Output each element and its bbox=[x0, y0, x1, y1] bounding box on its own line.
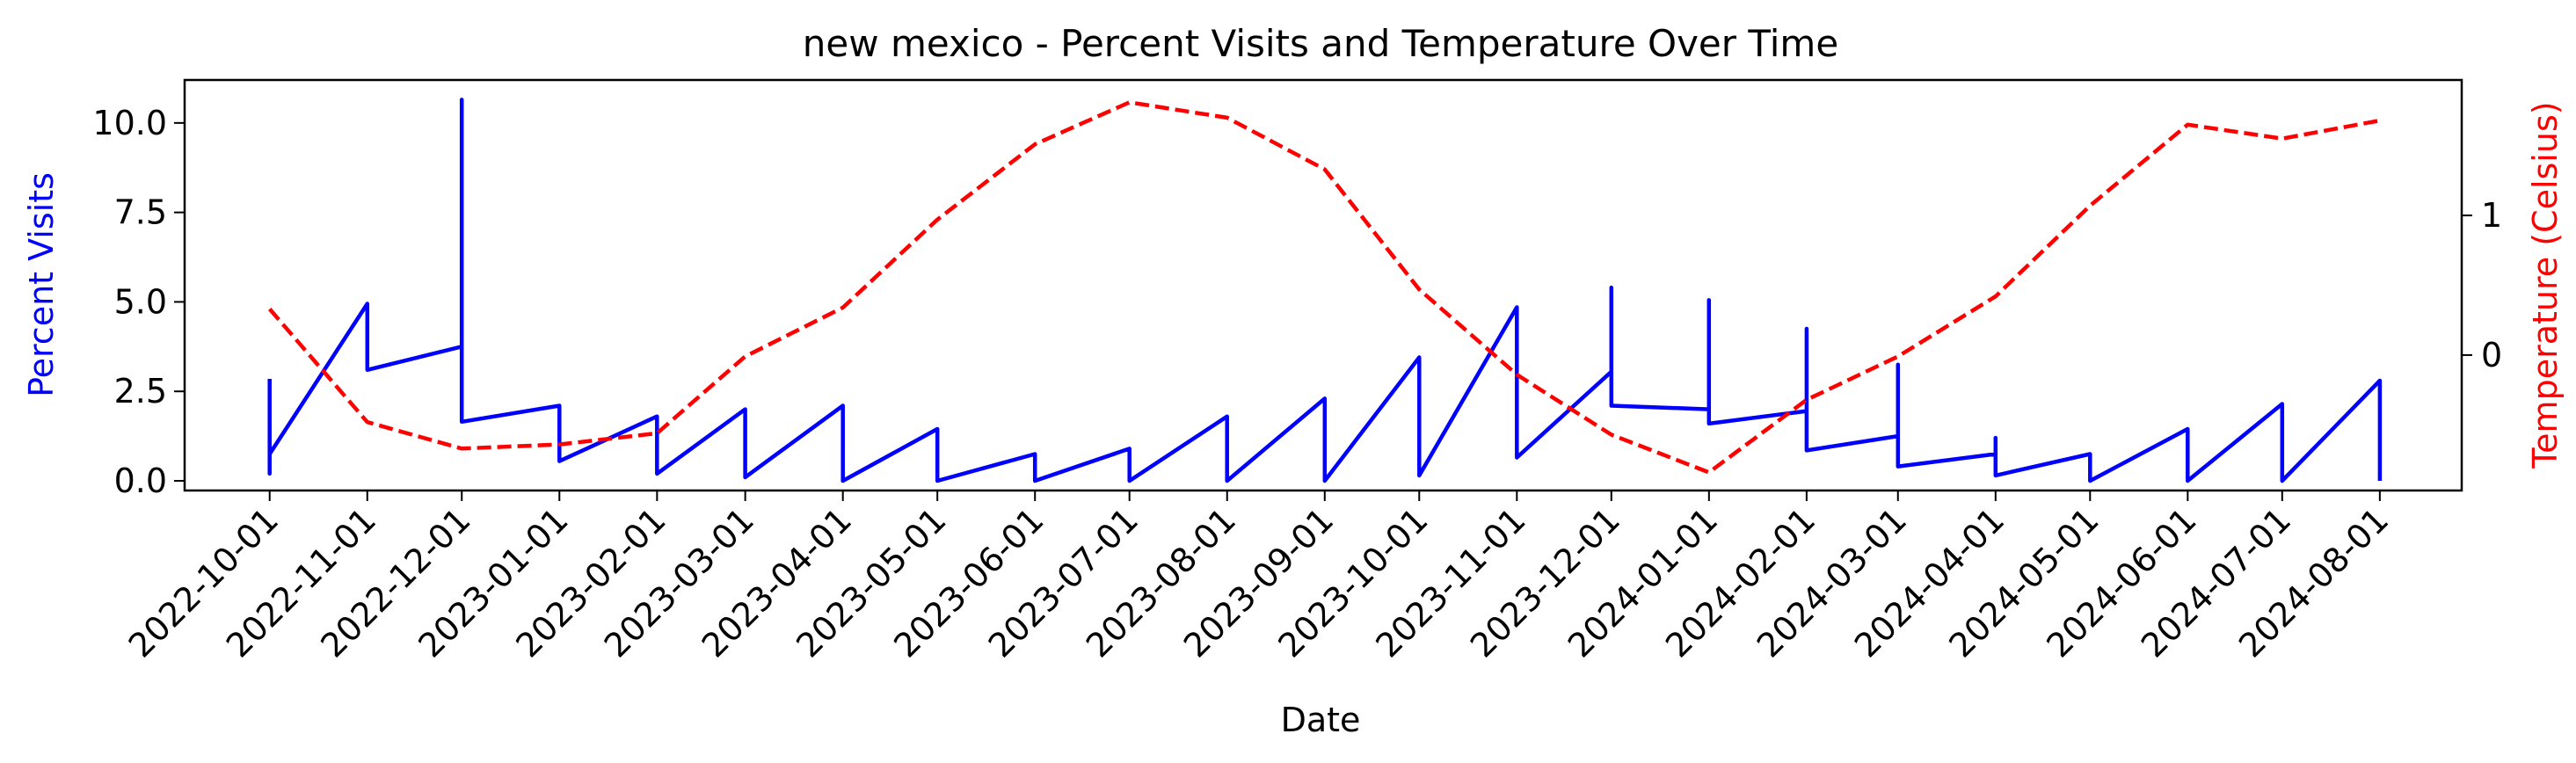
y-tick-label: 7.5 bbox=[114, 193, 167, 232]
y-tick-label: 2.5 bbox=[114, 372, 167, 411]
temperature-line bbox=[267, 100, 2381, 475]
y-axis-label-right: Temperature (Celsius) bbox=[2526, 101, 2565, 469]
y-axis-label-left: Percent Visits bbox=[22, 172, 61, 397]
y-tick-label: 0.0 bbox=[114, 461, 167, 500]
y-tick-label: 10.0 bbox=[92, 104, 167, 142]
y-axis-left: 0.0 2.5 5.0 7.5 10.0 bbox=[92, 104, 185, 500]
y2-tick-label: 1 bbox=[2481, 196, 2502, 235]
chart-title: new mexico - Percent Visits and Temperat… bbox=[803, 22, 1838, 65]
y2-tick-label: 0 bbox=[2481, 336, 2502, 374]
percent-visits-line bbox=[267, 98, 2383, 483]
y-axis-right: 01 bbox=[2462, 196, 2502, 374]
plot-frame bbox=[183, 78, 2463, 492]
x-axis-label: Date bbox=[1281, 701, 1361, 739]
x-axis: 2022-10-012022-11-012022-12-012023-01-01… bbox=[121, 490, 2396, 665]
y-tick-label: 5.0 bbox=[114, 282, 167, 321]
plot-area bbox=[267, 98, 2383, 483]
